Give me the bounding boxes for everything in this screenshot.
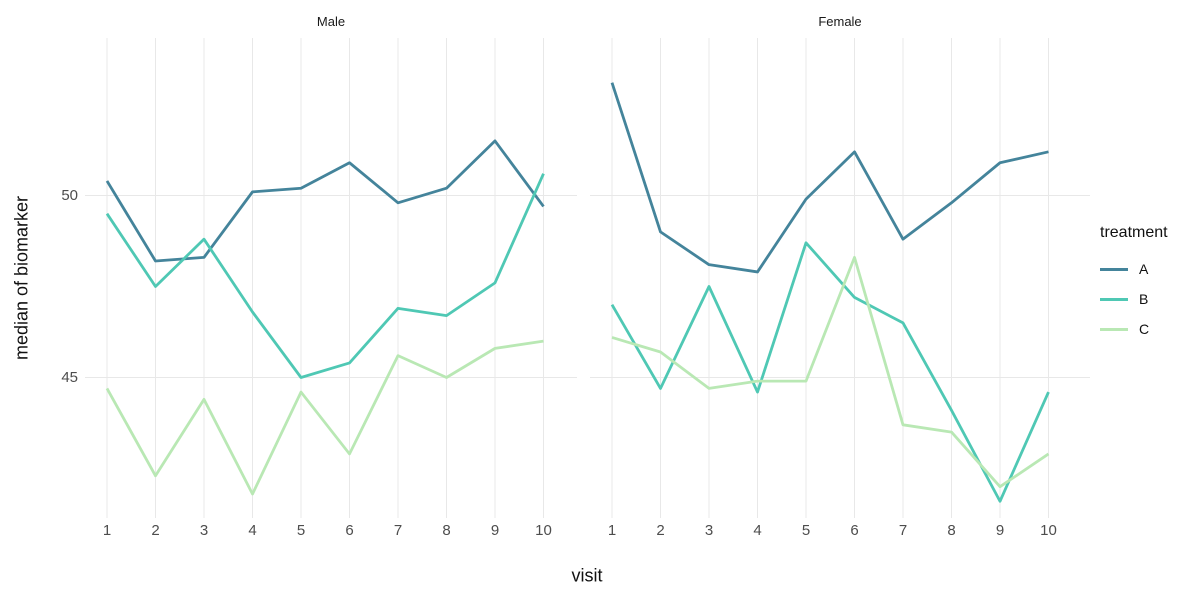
- facet-strip-female: Female: [818, 13, 862, 29]
- legend-entry-C: C: [1100, 314, 1196, 344]
- x-tick-label: 2: [656, 522, 665, 539]
- male-plot-area: [85, 38, 577, 518]
- x-tick-label: 2: [151, 522, 160, 539]
- legend-entry-B: B: [1100, 284, 1196, 314]
- x-tick-label: 5: [296, 522, 306, 539]
- legend-entry-label: B: [1139, 291, 1149, 307]
- x-tick-label: 7: [393, 522, 403, 539]
- x-tick-label: 7: [898, 522, 908, 539]
- x-axis-tick-labels-male: 1 2 3 4 5 6 7 8 9 10: [85, 522, 577, 544]
- x-tick-label: 10: [535, 522, 552, 539]
- x-axis-tick-labels-female: 1 2 3 4 5 6 7 8 9 10: [590, 522, 1090, 544]
- x-tick-label: 8: [442, 522, 451, 539]
- legend-title: treatment: [1100, 224, 1168, 241]
- x-tick-label: 6: [345, 522, 354, 539]
- legend-entry-A: A: [1100, 254, 1196, 284]
- legend-line-swatch: [1100, 327, 1128, 331]
- legend-line-swatch: [1100, 297, 1128, 301]
- panel-male: [85, 38, 577, 518]
- y-tick-label: 50: [61, 186, 78, 204]
- x-tick-label: 10: [1040, 522, 1057, 539]
- x-tick-label: 4: [248, 522, 257, 539]
- x-tick-label: 8: [947, 522, 956, 539]
- y-axis-title: median of biomarker: [11, 195, 32, 361]
- panel-female: [590, 38, 1090, 518]
- series-line-B-female: [610, 241, 1050, 503]
- x-tick-label: 6: [850, 522, 859, 539]
- x-tick-label: 1: [607, 522, 617, 539]
- x-tick-label: 4: [753, 522, 762, 539]
- series-line-A-female: [610, 82, 1049, 274]
- legend-entry-label: C: [1139, 321, 1150, 337]
- facet-strip-male: Male: [316, 13, 346, 29]
- y-tick-label: 45: [61, 368, 78, 386]
- x-tick-label: 3: [704, 522, 714, 539]
- series-line-C-male: [105, 339, 544, 496]
- legend-line-swatch: [1100, 267, 1128, 271]
- x-tick-label: 9: [490, 522, 500, 539]
- series-line-A-male: [105, 139, 545, 263]
- series-line-C-female: [611, 255, 1050, 489]
- x-tick-label: 5: [801, 522, 811, 539]
- legend-entry-label: A: [1139, 261, 1149, 277]
- x-tick-label: 9: [995, 522, 1005, 539]
- x-tick-label: 1: [102, 522, 112, 539]
- x-axis-title: visit: [571, 565, 603, 586]
- series-line-B-male: [105, 173, 545, 379]
- female-plot-area: [590, 38, 1090, 518]
- x-tick-label: 3: [199, 522, 209, 539]
